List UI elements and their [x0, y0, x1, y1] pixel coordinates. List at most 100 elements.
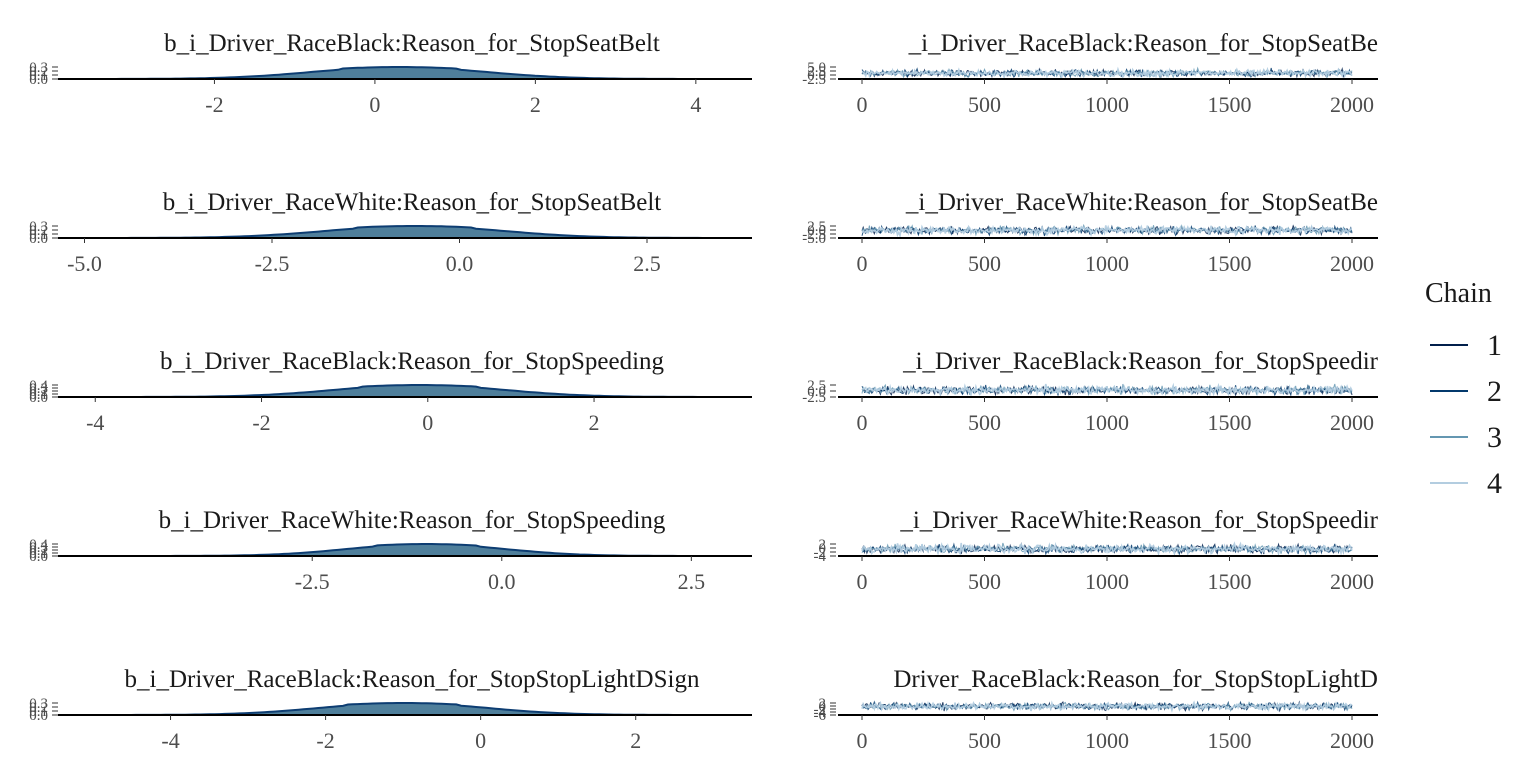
density-x-tick-label: 0.0 [446, 251, 474, 276]
density-title: b_i_Driver_RaceBlack:Reason_for_StopSpee… [160, 348, 665, 375]
density-x-tick-label: -2 [252, 410, 270, 435]
density-x-tick-label: -2.5 [295, 569, 330, 594]
density-y-tick-label: 0.0 [29, 72, 48, 88]
trace-title: _i_Driver_RaceWhite:Reason_for_StopSpeed… [899, 507, 1378, 534]
density-x-tick-label: -4 [161, 728, 179, 753]
legend-label: 4 [1487, 467, 1502, 500]
trace-x-tick-label: 0 [857, 569, 868, 594]
trace-x-tick-label: 1000 [1085, 92, 1129, 117]
trace-x-tick-label: 500 [968, 92, 1001, 117]
density-x-tick-label: 2.5 [633, 251, 661, 276]
trace-y-tick-label: -2.5 [802, 72, 826, 88]
trace-title: _i_Driver_RaceBlack:Reason_for_StopSeatB… [908, 30, 1378, 57]
density-y-tick-label: 0.2 [29, 223, 48, 239]
density-x-tick-label: 0 [475, 728, 486, 753]
trace-y-tick-label: 0 [819, 699, 827, 715]
density-area [62, 67, 752, 79]
legend-label: 3 [1487, 421, 1502, 454]
density-x-tick-label: -5.0 [67, 251, 102, 276]
density-y-tick-label: 0.1 [29, 227, 48, 243]
density-y-tick-label: 0.3 [29, 60, 48, 76]
trace-x-tick-label: 1500 [1208, 569, 1252, 594]
legend-label: 1 [1487, 329, 1502, 362]
trace-y-tick-label: 0 [819, 541, 827, 557]
density-x-tick-label: -2.5 [255, 251, 290, 276]
trace-y-tick-label: 2.5 [807, 378, 826, 394]
density-x-tick-label: 2 [630, 728, 641, 753]
density-y-tick-label: 0.2 [29, 384, 48, 400]
trace-y-tick-label: 2 [819, 537, 827, 553]
density-x-tick-label: 2 [589, 410, 600, 435]
density-title: b_i_Driver_RaceBlack:Reason_for_StopStop… [125, 666, 700, 693]
density-panel: b_i_Driver_RaceWhite:Reason_for_StopSeat… [29, 189, 752, 276]
trace-panel: _i_Driver_RaceWhite:Reason_for_StopSpeed… [814, 507, 1379, 594]
density-y-tick-label: 0.3 [29, 696, 48, 712]
trace-x-tick-label: 2000 [1330, 728, 1374, 753]
trace-x-tick-label: 0 [857, 410, 868, 435]
density-y-tick-label: 0.1 [29, 546, 48, 562]
trace-panel: Driver_RaceBlack:Reason_for_StopStopLigh… [814, 666, 1378, 753]
trace-y-tick-label: -4 [814, 705, 827, 721]
legend-label: 2 [1487, 375, 1502, 408]
trace-title: Driver_RaceBlack:Reason_for_StopStopLigh… [893, 666, 1378, 693]
trace-x-tick-label: 500 [968, 410, 1001, 435]
density-x-tick-label: 2.5 [678, 569, 706, 594]
density-y-tick-label: 0.1 [29, 68, 48, 84]
trace-title: _i_Driver_RaceWhite:Reason_for_StopSeatB… [905, 189, 1378, 216]
trace-y-tick-label: -2.5 [802, 227, 826, 243]
trace-x-tick-label: 500 [968, 569, 1001, 594]
trace-y-tick-label: 0.0 [807, 223, 826, 239]
density-panel: b_i_Driver_RaceBlack:Reason_for_StopStop… [29, 666, 752, 753]
density-panel: b_i_Driver_RaceBlack:Reason_for_StopSpee… [29, 348, 752, 435]
trace-x-tick-label: 2000 [1330, 92, 1374, 117]
density-title: b_i_Driver_RaceWhite:Reason_for_StopSeat… [163, 189, 662, 216]
density-y-tick-label: 0.0 [29, 549, 48, 565]
trace-title: _i_Driver_RaceBlack:Reason_for_StopSpeed… [902, 348, 1379, 375]
panel-row-2: b_i_Driver_RaceWhite:Reason_for_StopSeat… [29, 189, 1378, 276]
density-y-tick-label: 0.3 [29, 381, 48, 397]
density-y-tick-label: 0.0 [29, 231, 48, 247]
trace-x-tick-label: 1500 [1208, 251, 1252, 276]
density-x-tick-label: -2 [316, 728, 334, 753]
trace-series-chain-4 [861, 66, 1353, 80]
trace-series-chain-4 [861, 541, 1353, 557]
trace-x-tick-label: 2000 [1330, 251, 1374, 276]
density-x-tick-label: -2 [205, 92, 223, 117]
trace-panel: _i_Driver_RaceWhite:Reason_for_StopSeatB… [802, 189, 1378, 276]
density-y-tick-label: 0.0 [29, 708, 48, 724]
trace-y-tick-label: 5.0 [807, 60, 826, 76]
density-area [62, 385, 752, 397]
density-y-tick-label: 0.3 [29, 219, 48, 235]
density-x-tick-label: 4 [690, 92, 701, 117]
density-title: b_i_Driver_RaceWhite:Reason_for_StopSpee… [159, 507, 666, 534]
trace-y-tick-label: -2.5 [802, 390, 826, 406]
trace-x-tick-label: 1000 [1085, 251, 1129, 276]
trace-y-tick-label: -6 [814, 708, 827, 724]
trace-x-tick-label: 1500 [1208, 410, 1252, 435]
panel-grid: b_i_Driver_RaceBlack:Reason_for_StopSeat… [29, 30, 1378, 753]
legend-item-chain-1: 1 [1430, 329, 1502, 362]
density-y-tick-label: 0.1 [29, 387, 48, 403]
trace-y-tick-label: 0.0 [807, 68, 826, 84]
trace-y-tick-label: -2 [814, 702, 827, 718]
density-y-tick-label: 0.2 [29, 543, 48, 559]
panel-row-1: b_i_Driver_RaceBlack:Reason_for_StopSeat… [29, 30, 1378, 117]
density-x-tick-label: -4 [86, 410, 104, 435]
trace-x-tick-label: 1500 [1208, 728, 1252, 753]
density-area [62, 703, 752, 715]
density-title: b_i_Driver_RaceBlack:Reason_for_StopSeat… [164, 30, 660, 57]
trace-series-chain-4 [861, 700, 1353, 713]
chain-legend: Chain 1 2 3 4 [1425, 278, 1502, 500]
trace-x-tick-label: 2000 [1330, 410, 1374, 435]
trace-x-tick-label: 0 [857, 728, 868, 753]
panel-row-5: b_i_Driver_RaceBlack:Reason_for_StopStop… [29, 666, 1378, 753]
trace-series-chain-4 [861, 224, 1353, 239]
trace-x-tick-label: 0 [857, 92, 868, 117]
density-area [62, 226, 752, 238]
density-y-tick-label: 0.4 [29, 537, 48, 553]
density-y-tick-label: 0.3 [29, 540, 48, 556]
trace-x-tick-label: 1000 [1085, 728, 1129, 753]
density-panel: b_i_Driver_RaceBlack:Reason_for_StopSeat… [29, 30, 752, 117]
trace-panel: _i_Driver_RaceBlack:Reason_for_StopSpeed… [802, 348, 1378, 435]
